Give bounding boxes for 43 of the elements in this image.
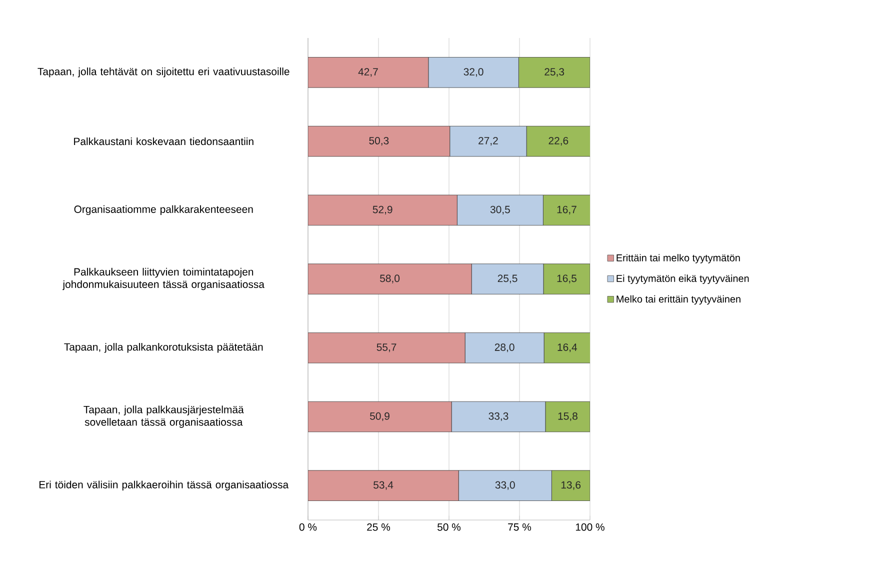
bar (308, 470, 459, 501)
bar (308, 332, 466, 364)
bar (308, 194, 458, 226)
x-tick-label: 0 % (299, 523, 317, 531)
data-label: 55,7 (376, 344, 396, 352)
x-tick-label: 50 % (438, 523, 461, 531)
y-tick-label: Eri töiden välisiin palkkaeroihin tässä organisaatiossa (39, 480, 289, 490)
bar (308, 401, 452, 432)
x-tick-label: 25 % (367, 523, 390, 531)
data-label: 16,4 (558, 344, 578, 352)
y-tick-label: Tapaan, jolla tehtävät on sijoitettu eri vaativuustasoille (38, 68, 290, 78)
data-label: 15,8 (558, 412, 578, 422)
legend-label: Melko tai erittäin tyytyväinen (616, 295, 740, 305)
data-label: 53,4 (374, 481, 394, 490)
data-label: 30,5 (490, 206, 510, 214)
data-label: 22,6 (548, 136, 568, 146)
bar (308, 264, 472, 294)
legend-label: Ei tyytymätön eikä tyytyväinen (616, 274, 749, 284)
y-tick-label: Palkkaukseen liittyvien toimintatapojen johdonmukaisuuteen tässä organisaatiossa (62, 268, 264, 290)
data-label: 16,7 (557, 206, 576, 214)
data-label: 32,0 (464, 68, 484, 77)
data-label: 42,7 (358, 68, 378, 77)
data-label: 33,0 (495, 481, 515, 490)
x-tick-label: 100 % (576, 523, 604, 531)
data-label: 13,6 (561, 481, 581, 490)
data-label: 27,2 (478, 136, 498, 146)
data-label: 33,3 (488, 412, 508, 422)
x-tick-label: 75 % (508, 523, 532, 531)
y-tick-label: Palkkaustani koskevaan tiedonsaantiin (74, 137, 254, 146)
y-tick-label: Tapaan, jolla palkkausjärjestelmää sovelletaan tässä organisaatiossa (84, 406, 244, 428)
y-tick-label: Organisaatiomme palkkarakenteeseen (74, 205, 253, 216)
data-label: 25,3 (544, 68, 564, 77)
data-label: 50,3 (369, 136, 389, 146)
data-label: 25,5 (498, 274, 518, 284)
data-label: 58,0 (380, 274, 400, 284)
bar (308, 126, 450, 157)
data-label: 16,5 (557, 274, 576, 284)
data-label: 52,9 (372, 206, 392, 214)
data-label: 50,9 (370, 412, 390, 422)
data-label: 28,0 (494, 344, 514, 352)
bar (308, 57, 429, 88)
y-tick-label: Tapaan, jolla palkankorotuksista päätetään (64, 342, 263, 353)
legend-label: Erittäin tai melko tyytymätön (616, 254, 740, 264)
